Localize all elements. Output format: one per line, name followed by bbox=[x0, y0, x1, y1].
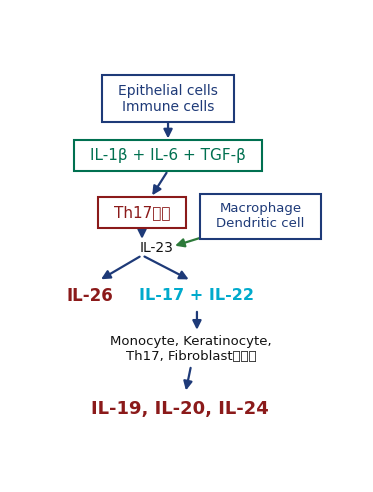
Text: Th17分化: Th17分化 bbox=[114, 205, 170, 220]
Text: IL-23: IL-23 bbox=[140, 242, 173, 255]
FancyBboxPatch shape bbox=[74, 140, 262, 172]
FancyBboxPatch shape bbox=[200, 194, 321, 239]
Text: Macrophage
Dendritic cell: Macrophage Dendritic cell bbox=[216, 202, 305, 230]
FancyBboxPatch shape bbox=[98, 197, 186, 228]
Text: IL-26: IL-26 bbox=[67, 287, 113, 305]
Text: IL-19, IL-20, IL-24: IL-19, IL-20, IL-24 bbox=[91, 400, 269, 419]
Text: Monocyte, Keratinocyte,
Th17, Fibroblast等細胞: Monocyte, Keratinocyte, Th17, Fibroblast… bbox=[110, 335, 272, 363]
FancyBboxPatch shape bbox=[102, 75, 234, 122]
Text: IL-1β + IL-6 + TGF-β: IL-1β + IL-6 + TGF-β bbox=[90, 148, 246, 163]
Text: IL-17 + IL-22: IL-17 + IL-22 bbox=[140, 288, 254, 303]
Text: Epithelial cells
Immune cells: Epithelial cells Immune cells bbox=[118, 84, 218, 114]
